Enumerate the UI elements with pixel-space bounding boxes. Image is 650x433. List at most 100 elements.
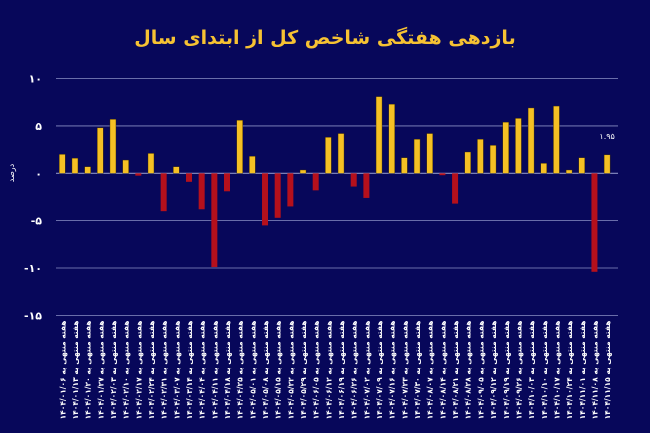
bar (160, 173, 167, 212)
bar (375, 96, 383, 174)
x-tick-label: هفته منتهی به ۱۴۰۴/۰۲/۱۰ (122, 321, 131, 420)
bar (477, 139, 484, 174)
x-tick-label: هفته منتهی به ۱۴۰۴/۰۵/۰۱ (248, 321, 257, 420)
bar (464, 151, 471, 174)
bar (147, 153, 155, 174)
x-tick-label: هفته منتهی به ۱۴۰۴/۰۴/۱۱ (210, 321, 219, 420)
x-tick-label: هفته منتهی به ۱۴۰۴/۰۹/۱۲ (489, 321, 498, 420)
x-tick-label: هفته منتهی به ۱۴۰۴/۱۰/۱۰ (540, 321, 549, 420)
x-tick-label: هفته منتهی به ۱۴۰۴/۰۸/۲۸ (464, 321, 473, 420)
x-tick-label: هفته منتهی به ۱۴۰۴/۱۰/۰۳ (527, 321, 536, 420)
bar (325, 137, 332, 174)
bar (97, 127, 104, 174)
x-tick-label: هفته منتهی به ۱۴۰۴/۰۱/۲۷ (96, 321, 105, 420)
bar (135, 173, 142, 176)
bar (515, 118, 522, 174)
y-tick-label: ۰ (35, 167, 42, 180)
bar (578, 157, 585, 174)
bar (426, 133, 433, 174)
x-tick-label: هفته منتهی به ۱۴۰۴/۰۷/۰۲ (362, 321, 371, 420)
y-tick-label: -۵ (31, 215, 43, 228)
bar (363, 173, 370, 198)
x-tick-label: هفته منتهی به ۱۴۰۴/۰۶/۲۶ (350, 321, 359, 420)
y-tick-label: ۵ (35, 120, 42, 133)
x-tick-label: هفته منتهی به ۱۴۰۴/۰۸/۰۷ (426, 321, 435, 420)
y-tick-label: -۱۵ (24, 309, 42, 322)
x-tick-label: هفته منتهی به ۱۴۰۴/۰۸/۱۴ (438, 321, 447, 420)
bar (388, 103, 395, 174)
bar (71, 157, 79, 174)
x-tick-label: هفته منتهی به ۱۴۰۴/۰۵/۰۸ (261, 321, 270, 420)
bar (299, 169, 307, 174)
chart-title: بازدهی هفتگی شاخص کل از ابتدای سال (134, 26, 515, 49)
x-tick-label: هفته منتهی به ۱۴۰۴/۱۱/۱۵ (603, 321, 612, 420)
x-tick-label: هفته منتهی به ۱۴۰۴/۰۲/۳۱ (160, 321, 169, 420)
x-tick-label: هفته منتهی به ۱۴۰۴/۰۵/۲۲ (286, 321, 295, 420)
bar (59, 154, 66, 174)
x-tick-label: هفته منتهی به ۱۴۰۴/۰۶/۱۹ (337, 321, 346, 420)
bar (224, 173, 231, 192)
bar (591, 173, 598, 272)
bar (350, 173, 357, 187)
bar (109, 119, 117, 174)
x-tick-label: هفته منتهی به ۱۴۰۴/۰۴/۱۸ (223, 321, 232, 420)
x-tick-label: هفته منتهی به ۱۴۰۴/۰۹/۰۵ (476, 321, 485, 420)
y-tick-label: ۱۰ (29, 73, 42, 86)
bar (312, 173, 319, 191)
bar (452, 173, 459, 204)
bar (502, 121, 509, 174)
bar (262, 173, 269, 226)
bar (413, 139, 421, 174)
x-tick-label: هفته منتهی به ۱۴۰۴/۰۶/۱۲ (324, 321, 333, 420)
bar (236, 120, 243, 174)
y-axis-ticks: ۱۰ ۵ ۰ -۵ -۱۰ -۱۵ (24, 73, 42, 323)
x-tick-label: هفته منتهی به ۱۴۰۴/۰۹/۲۶ (514, 321, 523, 420)
bar (274, 173, 281, 218)
y-tick-label: -۱۰ (24, 262, 42, 275)
x-tick-label: هفته منتهی به ۱۴۰۴/۱۰/۱۷ (552, 321, 561, 420)
data-labels: ۱.۹۵ (599, 132, 614, 141)
bar (198, 173, 205, 210)
x-tick-label: هفته منتهی به ۱۴۰۴/۰۲/۱۷ (134, 321, 143, 420)
x-tick-label: هفته منتهی به ۱۴۰۴/۱۱/۰۱ (578, 321, 587, 420)
x-tick-label: هفته منتهی به ۱۴۰۴/۰۵/۲۹ (299, 321, 308, 420)
x-tick-label: هفته منتهی به ۱۴۰۴/۰۲/۰۳ (109, 321, 118, 420)
bar (565, 169, 573, 174)
bar (287, 173, 294, 207)
bar (553, 105, 560, 174)
bar (186, 173, 192, 182)
x-tick-label: هفته منتهی به ۱۴۰۴/۰۷/۱۶ (388, 321, 397, 420)
bar (489, 145, 497, 174)
x-tick-label: هفته منتهی به ۱۴۰۴/۱۰/۲۴ (565, 321, 574, 420)
x-tick-label: هفته منتهی به ۱۴۰۴/۰۲/۲۴ (147, 321, 156, 420)
x-tick-label: هفته منتهی به ۱۴۰۴/۱۱/۰۸ (590, 321, 599, 420)
x-tick-label: هفته منتهی به ۱۴۰۴/۰۸/۲۱ (451, 321, 460, 420)
x-tick-label: هفته منتهی به ۱۴۰۴/۰۱/۱۳ (71, 321, 80, 420)
bar (540, 163, 547, 174)
x-tick-label: هفته منتهی به ۱۴۰۴/۰۵/۱۵ (274, 321, 283, 420)
bar (173, 166, 180, 174)
x-tick-label: هفته منتهی به ۱۴۰۴/۰۶/۰۵ (312, 321, 321, 420)
data-label: ۱.۹۵ (599, 132, 614, 141)
y-axis-label: درصد (7, 163, 16, 182)
bar (527, 107, 535, 174)
x-tick-label: هفته منتهی به ۱۴۰۴/۰۴/۰۴ (198, 321, 207, 420)
bar (211, 173, 218, 268)
x-tick-label: هفته منتهی به ۱۴۰۴/۰۴/۲۵ (236, 321, 245, 420)
bar (401, 157, 408, 174)
x-tick-label: هفته منتهی به ۱۴۰۴/۰۳/۰۷ (172, 321, 181, 420)
bar (84, 166, 91, 174)
bars (59, 96, 611, 272)
x-tick-label: هفته منتهی به ۱۴۰۴/۰۷/۰۹ (375, 321, 384, 420)
x-axis-labels: هفته منتهی به ۱۴۰۴/۰۱/۰۶ هفته منتهی به ۱۴… (58, 321, 612, 420)
bar (249, 156, 256, 174)
bar (337, 133, 345, 174)
x-tick-label: هفته منتهی به ۱۴۰۴/۰۷/۳۰ (413, 321, 422, 420)
bar (122, 159, 129, 174)
x-tick-label: هفته منتهی به ۱۴۰۴/۰۱/۲۰ (84, 321, 93, 420)
x-tick-label: هفته منتهی به ۱۴۰۴/۰۳/۱۴ (185, 321, 194, 420)
bar (439, 173, 446, 176)
x-tick-label: هفته منتهی به ۱۴۰۴/۰۹/۱۹ (502, 321, 511, 420)
